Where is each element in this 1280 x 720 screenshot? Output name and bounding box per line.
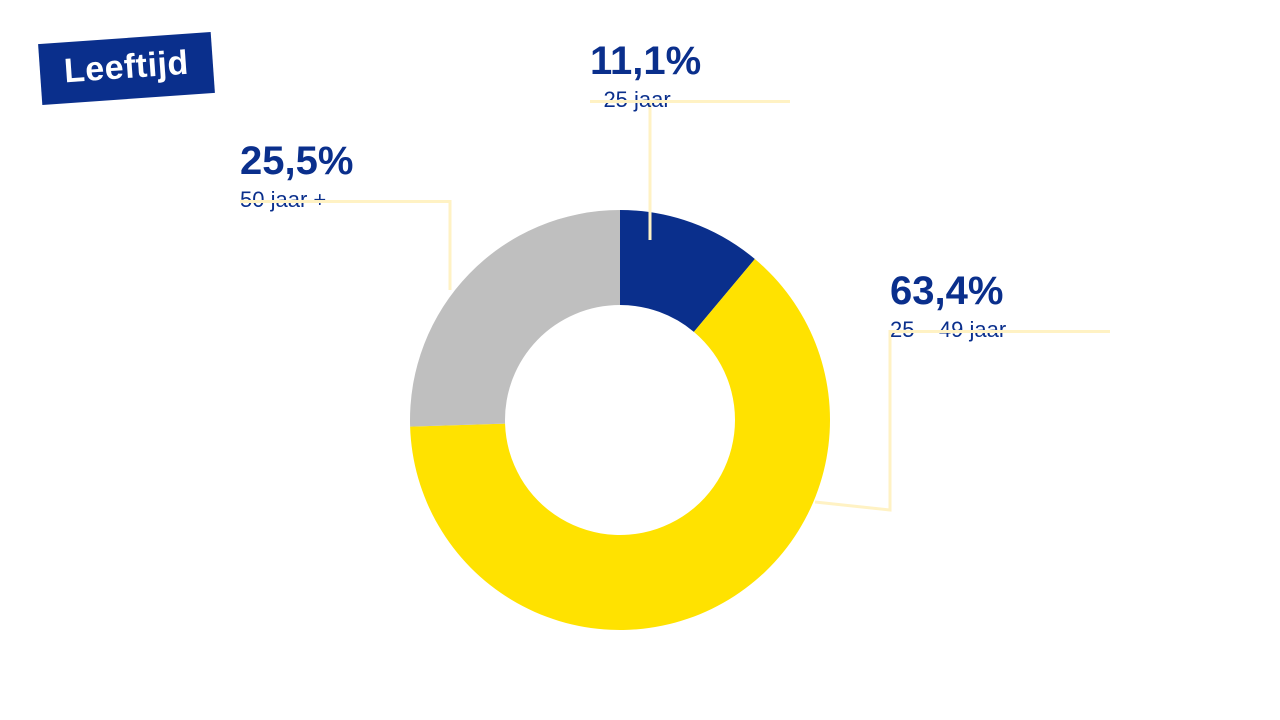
callout-50plus: 25,5% 50 jaar + [240, 140, 353, 215]
callout-25to49: 63,4% 25 – 49 jaar [890, 270, 1006, 345]
callout-25to49-rule [890, 330, 1110, 333]
donut-slice-50plus [410, 210, 620, 427]
callout-under25-rule [590, 100, 790, 103]
callout-50plus-rule [240, 200, 450, 203]
chart-stage: Leeftijd 11,1% - 25 jaar 63,4% 25 – 49 j… [0, 0, 1280, 720]
donut-chart [408, 208, 832, 632]
callout-25to49-percent: 63,4% [890, 270, 1006, 312]
chart-title-text: Leeftijd [63, 44, 190, 91]
callout-50plus-percent: 25,5% [240, 140, 353, 182]
callout-under25-percent: 11,1% [590, 40, 701, 82]
chart-title-badge: Leeftijd [38, 32, 215, 105]
callout-under25: 11,1% - 25 jaar [590, 40, 701, 115]
